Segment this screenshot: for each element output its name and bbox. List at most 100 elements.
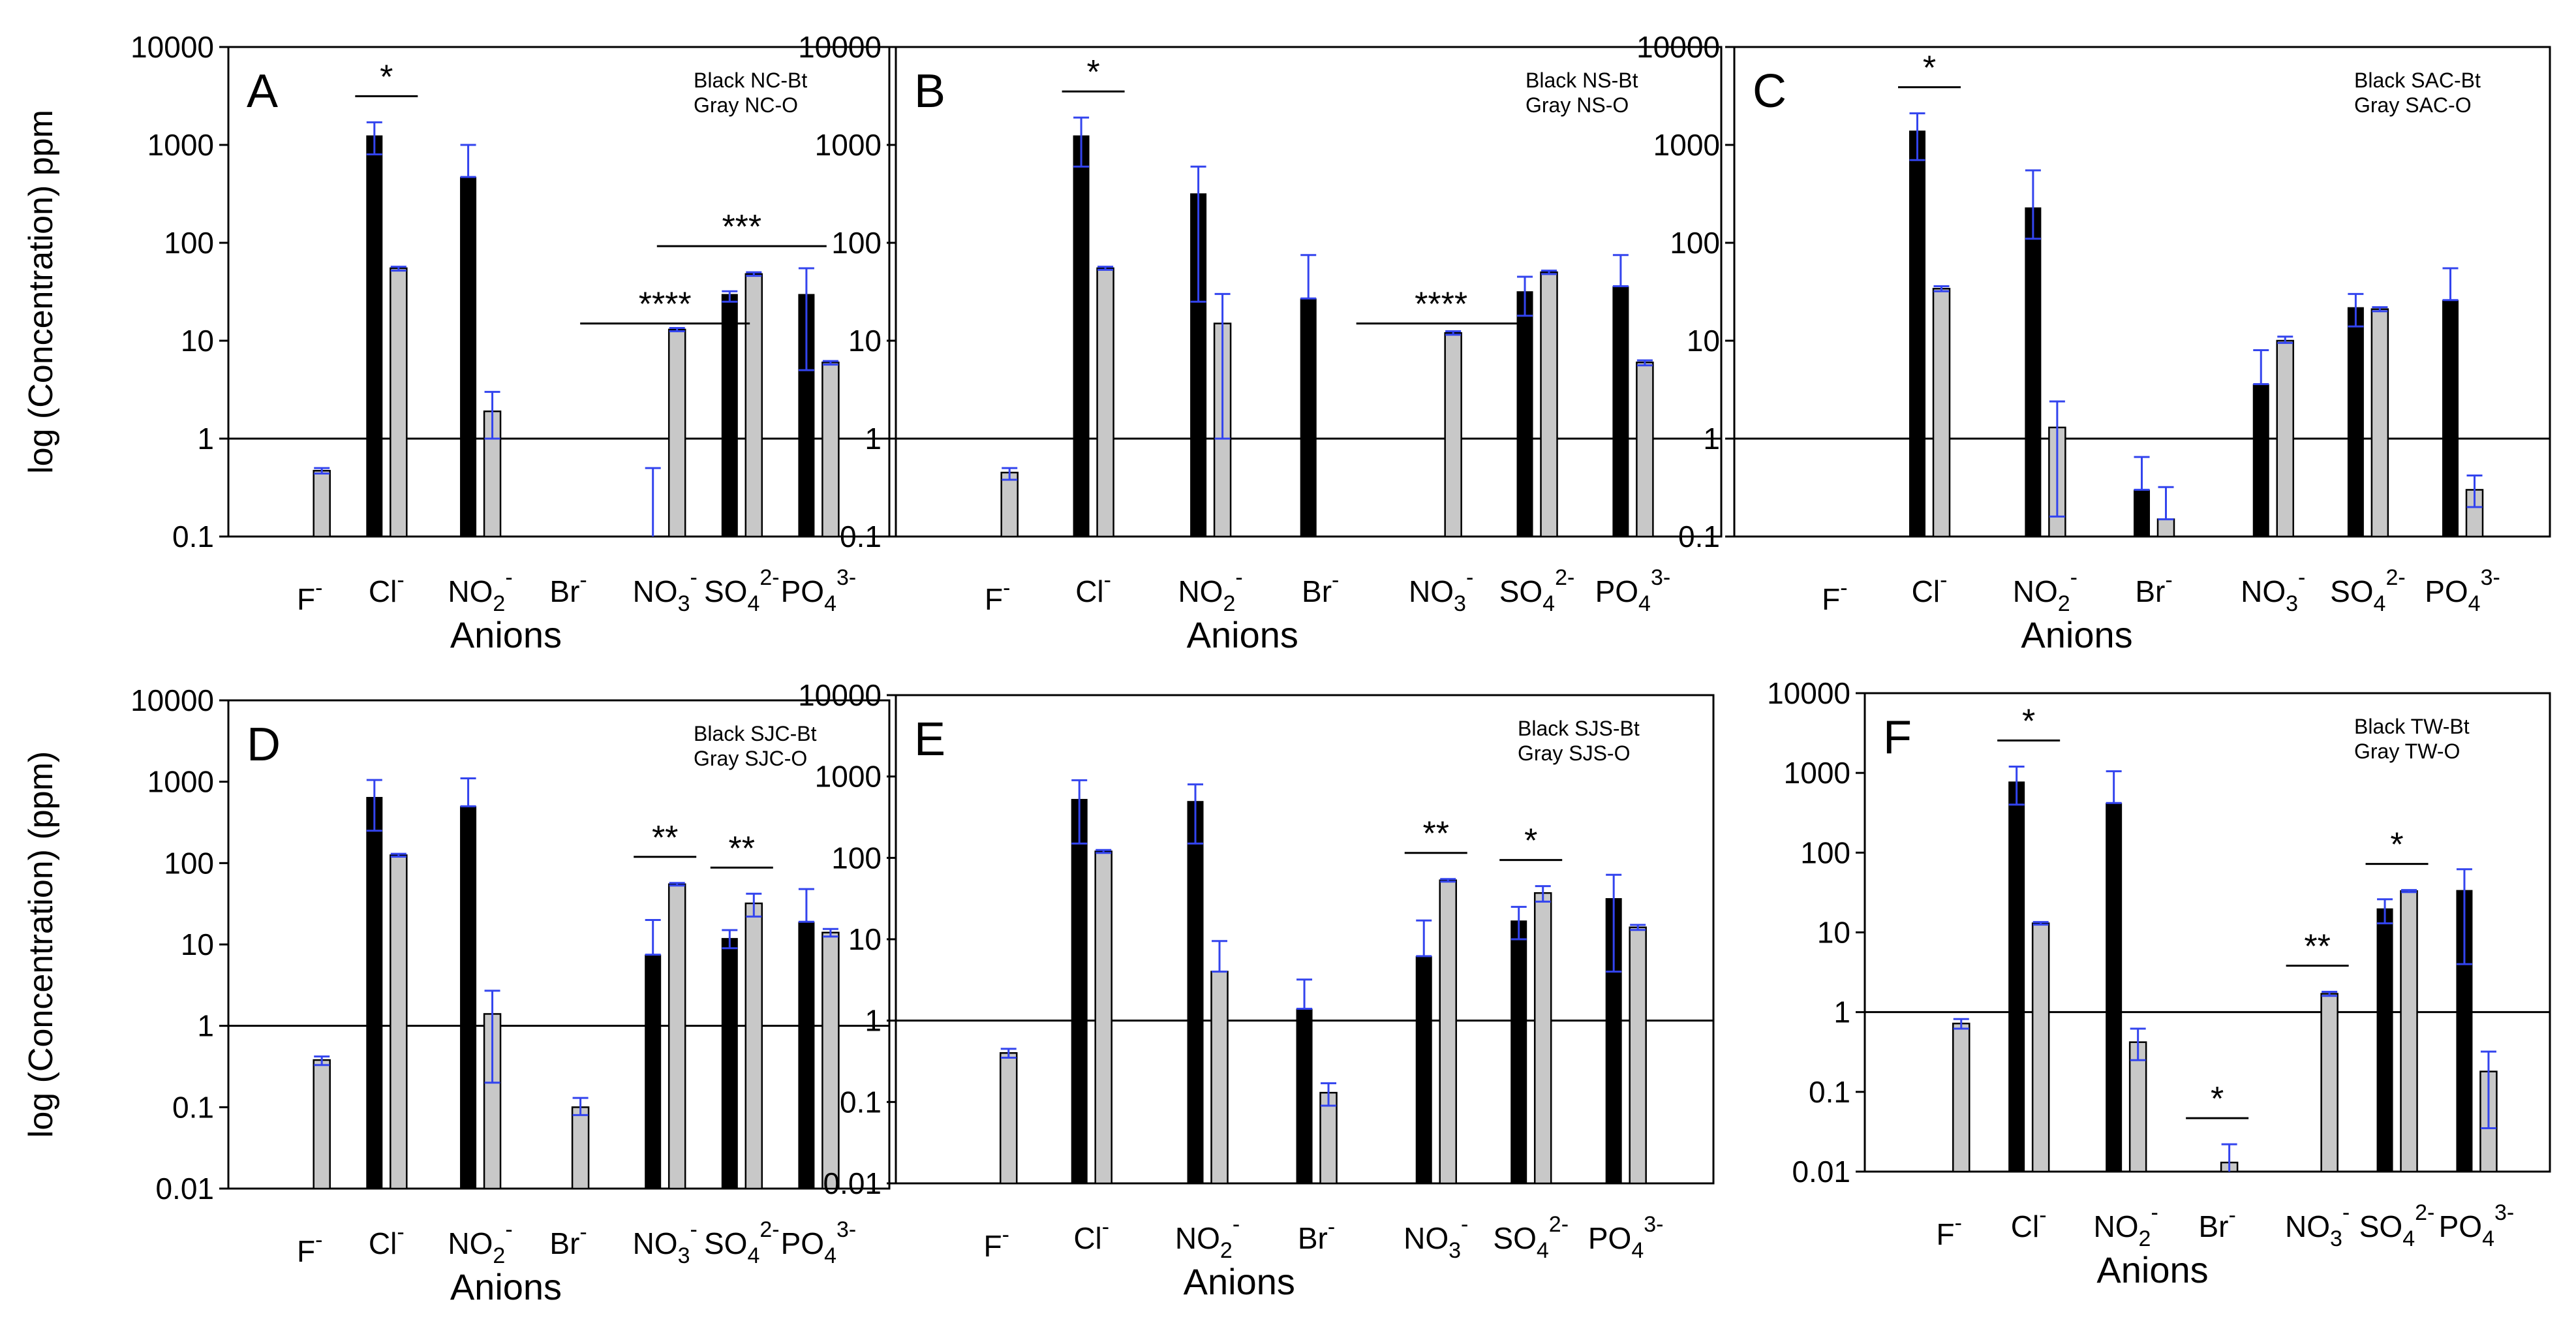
legend-entry: Gray SJC-O	[694, 747, 807, 770]
bar-black	[1071, 799, 1088, 1183]
x-tick-label: PO43-	[1595, 565, 1671, 616]
x-tick-label: SO42-	[704, 565, 780, 616]
y-tick-label: 10000	[1767, 676, 1850, 710]
bar-black	[2025, 207, 2042, 537]
x-axis-label: Anions	[2096, 1249, 2208, 1290]
significance-marker: ****	[1415, 286, 1467, 324]
x-tick-label: NO3-	[633, 1217, 698, 1268]
panel-D: 0.01 0.1 1 10 100 1000 10000 log (Concentration…	[22, 683, 891, 1307]
y-tick-label: 10000	[798, 678, 882, 712]
significance-marker: *	[380, 58, 393, 96]
bar-gray	[821, 362, 840, 538]
significance-marker: **	[2304, 927, 2330, 965]
bar-gray	[2128, 1041, 2147, 1173]
y-tick-label: 1000	[815, 760, 882, 794]
x-axis-label: Anions	[2021, 614, 2132, 655]
x-tick-label: SO42-	[2330, 565, 2406, 616]
panel-letter: D	[247, 719, 281, 771]
bar-black	[1415, 956, 1432, 1183]
x-axis-label: Anions	[1187, 614, 1298, 655]
x-tick-label: NO2-	[1178, 565, 1242, 616]
bar-gray	[1319, 1091, 1338, 1185]
y-tick-label: 1000	[1784, 756, 1850, 790]
x-tick-label: PO43-	[1588, 1212, 1664, 1263]
x-tick-label: Cl-	[369, 1220, 405, 1260]
bar-gray	[1439, 879, 1457, 1185]
y-tick-label: 1	[1703, 422, 1720, 456]
panel-letter: A	[247, 65, 278, 117]
x-tick-label: Br-	[1298, 1215, 1335, 1255]
bar-black	[366, 135, 383, 537]
bar-black	[721, 294, 738, 537]
legend-entry: Black NC-Bt	[694, 69, 807, 92]
x-tick-label: PO43-	[781, 1217, 857, 1268]
bar-black	[1909, 131, 1925, 537]
y-tick-label: 10000	[130, 30, 214, 64]
bar-gray	[1540, 271, 1558, 538]
x-tick-label: SO42-	[2359, 1200, 2435, 1251]
bar-gray	[571, 1106, 590, 1190]
y-tick-label: 0.1	[1678, 520, 1720, 553]
bar-black	[721, 938, 738, 1189]
y-tick-label: 100	[1800, 835, 1850, 869]
y-tick-label: 0.1	[172, 520, 214, 553]
bar-gray	[390, 267, 408, 538]
y-tick-label: 1	[865, 422, 882, 456]
y-tick-label: 100	[831, 226, 882, 260]
x-tick-label: Br-	[2135, 568, 2172, 608]
y-tick-label: 10000	[798, 30, 882, 64]
bar-gray	[2400, 890, 2418, 1173]
y-axis-label: log (Concentration) (ppm)	[22, 751, 60, 1138]
bar-gray	[2370, 308, 2389, 538]
x-tick-label: NO2-	[2013, 565, 2078, 616]
x-tick-label: NO2-	[448, 1217, 512, 1268]
bar-black	[1516, 291, 1533, 537]
bar-gray	[1932, 288, 1951, 538]
y-tick-label: 0.01	[823, 1166, 882, 1200]
bar-black	[1296, 1008, 1313, 1183]
bar-black	[1187, 801, 1204, 1183]
x-tick-label: NO3-	[1403, 1212, 1468, 1263]
y-tick-label: 1000	[815, 128, 882, 162]
y-tick-label: 0.1	[1809, 1075, 1850, 1109]
bar-gray	[667, 883, 686, 1190]
x-tick-label: Br-	[549, 1220, 587, 1260]
bar-black	[1612, 286, 1629, 537]
y-tick-label: 0.1	[840, 1085, 882, 1119]
x-axis-label: Anions	[450, 614, 562, 655]
panel-letter: B	[914, 65, 945, 117]
bar-gray	[313, 469, 331, 538]
significance-marker: *	[2390, 826, 2403, 864]
significance-marker: **	[729, 830, 755, 867]
bar-gray	[667, 328, 686, 538]
bar-gray	[744, 273, 763, 538]
y-tick-label: 10000	[1636, 30, 1720, 64]
significance-marker: **	[1422, 815, 1449, 853]
bar-black	[1510, 920, 1527, 1183]
y-tick-label: 10	[848, 324, 882, 358]
x-tick-label: Cl-	[1075, 568, 1111, 608]
bar-black	[2106, 803, 2123, 1172]
bar-gray	[1629, 926, 1647, 1185]
significance-marker: *	[1524, 822, 1537, 860]
bar-black	[1300, 298, 1317, 537]
bar-gray	[2031, 922, 2050, 1173]
bar-black	[2376, 908, 2393, 1172]
panel-A: 0.1 1 10 100 1000 10000 log (Concentration) pp…	[22, 30, 891, 655]
x-tick-label: NO3-	[1409, 565, 1473, 616]
y-tick-label: 100	[164, 846, 214, 880]
legend-entry: Gray SAC-O	[2354, 93, 2472, 117]
bar-gray	[2320, 993, 2338, 1173]
y-tick-label: 0.01	[155, 1172, 214, 1206]
significance-marker: *	[2022, 702, 2035, 740]
legend-entry: Black SAC-Bt	[2354, 69, 2481, 92]
y-tick-label: 1	[197, 1009, 214, 1043]
plot-frame	[227, 46, 891, 538]
bar-gray	[313, 1059, 331, 1190]
legend-entry: Black SJS-Bt	[1518, 717, 1640, 740]
y-tick-label: 1	[1833, 995, 1850, 1029]
x-tick-label: NO2-	[2094, 1200, 2158, 1251]
y-tick-label: 10	[181, 324, 214, 358]
bar-black	[1073, 135, 1090, 537]
